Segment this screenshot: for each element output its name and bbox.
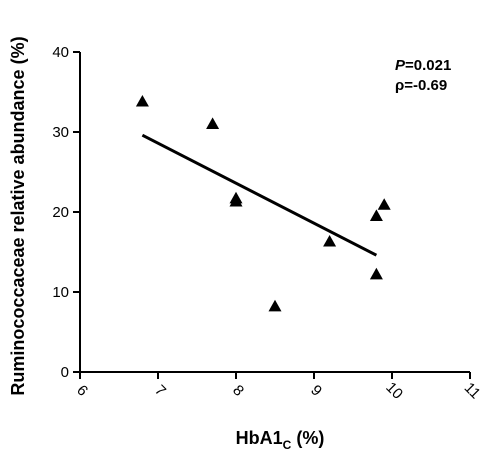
regression-line: [141, 133, 378, 257]
data-point: [369, 267, 383, 280]
data-point: [206, 117, 220, 129]
data-point: [377, 198, 391, 210]
x-tick-label: 9: [307, 382, 325, 400]
x-tick-label: 7: [151, 382, 169, 400]
y-tick-label: 40: [52, 44, 69, 61]
axes: [79, 52, 470, 373]
data-point: [229, 195, 243, 207]
x-axis-ticks: 6 7 8 9 10 11: [73, 372, 482, 403]
x-axis-label-suffix: (%): [291, 428, 324, 448]
y-tick-label: 30: [52, 124, 69, 141]
y-axis-ticks: 0 10 20 30 40: [52, 44, 80, 381]
data-points: [135, 95, 391, 312]
x-tick-label: 11: [461, 379, 482, 402]
x-axis-label-main: HbA1: [236, 428, 283, 448]
x-tick-label: 6: [73, 382, 91, 400]
y-tick-label: 0: [61, 364, 69, 381]
x-axis-label: HbA1C (%): [236, 428, 325, 452]
data-point: [369, 209, 383, 221]
x-tick-label: 10: [382, 379, 406, 403]
data-point: [135, 95, 149, 107]
y-tick-label: 10: [52, 284, 69, 301]
rho-annotation: ρ=-0.69: [395, 77, 447, 94]
x-axis-label-subscript: C: [283, 438, 292, 452]
p-value: =0.021: [405, 57, 451, 74]
x-tick-label: 8: [229, 382, 247, 400]
y-tick-label: 20: [52, 204, 69, 221]
y-axis-label: Ruminococcaceae relative abundance (%): [8, 36, 28, 395]
p-value-annotation: P=0.021: [395, 57, 451, 74]
data-point: [323, 235, 337, 247]
p-label: P: [395, 57, 406, 74]
data-point: [268, 299, 282, 312]
